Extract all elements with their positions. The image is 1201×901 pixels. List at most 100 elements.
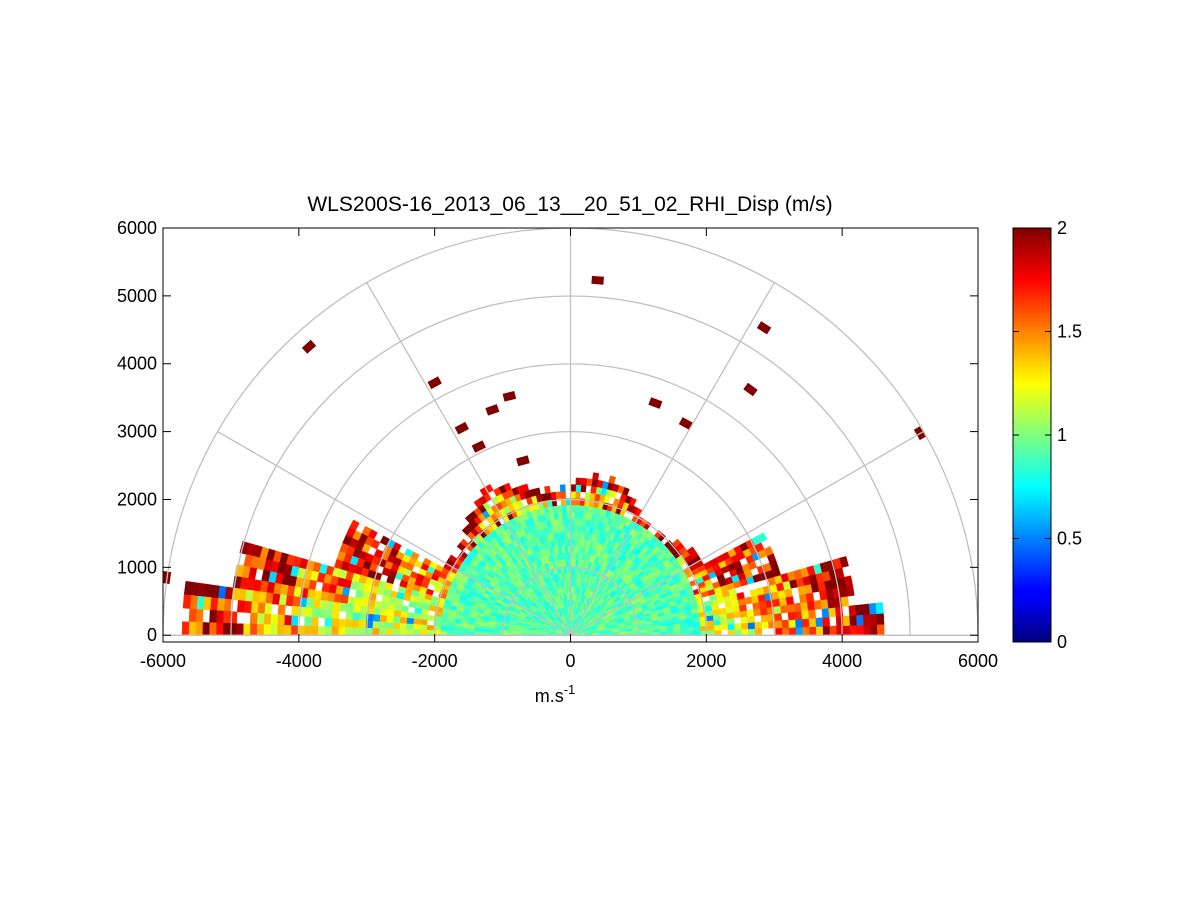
field-cell <box>713 624 722 631</box>
field-cell <box>250 601 259 614</box>
field-cell <box>304 625 312 636</box>
azimuth-spoke <box>569 282 775 636</box>
field-cell <box>856 624 865 636</box>
field-cell <box>772 598 781 607</box>
field-cell <box>809 626 817 636</box>
field-cell <box>563 538 568 547</box>
field-cell <box>378 628 387 636</box>
field-cell <box>822 616 831 627</box>
field-cell <box>574 504 580 513</box>
field-cell <box>720 618 728 625</box>
field-cell <box>590 485 597 494</box>
field-cell <box>736 591 745 600</box>
field-cell <box>379 614 388 623</box>
field-cell <box>494 629 502 634</box>
field-cell <box>209 609 218 624</box>
field-cell <box>786 603 795 613</box>
field-cell <box>351 627 359 636</box>
field-cell <box>575 477 582 486</box>
field-cell <box>215 622 224 636</box>
field-cell <box>747 622 756 630</box>
field-cell <box>188 608 197 623</box>
x-tick-label: 2000 <box>686 651 726 671</box>
field-cell <box>394 604 403 612</box>
field-cell <box>331 618 340 628</box>
field-cell <box>780 604 789 614</box>
field-cell <box>236 600 246 613</box>
field-cell <box>446 626 455 632</box>
field-cell <box>378 621 387 630</box>
colorbar-tick-label: 2 <box>1057 218 1067 238</box>
outlier-point <box>454 421 470 435</box>
x-tick-label: -2000 <box>412 651 458 671</box>
field-cell <box>400 605 409 613</box>
field-cell <box>714 629 722 636</box>
field-cell <box>862 614 871 626</box>
field-cell <box>419 629 427 636</box>
field-cell <box>815 626 824 636</box>
field-cell <box>182 594 192 609</box>
field-cell <box>577 518 583 527</box>
field-cell <box>849 614 858 626</box>
field-cell <box>734 628 742 636</box>
field-cell <box>868 602 877 615</box>
field-cell <box>747 615 756 624</box>
field-cell <box>575 491 581 499</box>
field-cell <box>393 610 402 618</box>
colorbar-tick-label: 0.5 <box>1057 529 1082 549</box>
field-cell <box>795 618 803 628</box>
field-cell <box>276 624 285 636</box>
outlier-point <box>301 339 317 354</box>
field-cell <box>456 542 466 552</box>
field-cell <box>358 620 367 629</box>
field-cell <box>439 625 448 632</box>
outlier-point <box>516 455 530 467</box>
y-tick-label: 4000 <box>117 354 157 374</box>
field-cell <box>324 609 333 619</box>
field-cell <box>801 618 810 628</box>
field-cell <box>399 617 408 625</box>
field-cell <box>877 624 885 636</box>
field-cell <box>788 627 797 636</box>
field-cell <box>354 589 364 599</box>
field-cell <box>439 630 448 636</box>
field-cell <box>339 602 348 612</box>
field-cell <box>576 538 581 547</box>
field-cell <box>785 595 795 606</box>
field-cell <box>794 610 803 620</box>
outlier-point <box>502 390 517 402</box>
field-cell <box>195 621 203 636</box>
field-cell <box>183 580 193 596</box>
x-axis-label: m.s-1 <box>535 682 576 706</box>
field-cell <box>608 475 617 485</box>
field-cell <box>808 609 817 619</box>
field-cell <box>739 610 748 618</box>
field-cell <box>387 602 396 611</box>
field-cell <box>257 602 266 615</box>
field-cell <box>713 619 722 626</box>
field-cell <box>277 614 285 626</box>
field-cell <box>800 601 809 612</box>
field-cell <box>195 608 204 623</box>
field-cell <box>321 582 331 593</box>
field-cell <box>876 613 885 625</box>
field-cell <box>399 628 407 636</box>
field-cell <box>753 608 762 617</box>
field-cell <box>726 612 735 620</box>
field-cell <box>405 623 414 630</box>
field-cell <box>726 617 735 625</box>
field-cell <box>202 622 210 636</box>
field-cell <box>748 628 756 636</box>
outlier-point <box>678 417 694 430</box>
field-cell <box>413 618 421 625</box>
field-cell <box>473 628 482 633</box>
field-cell <box>839 556 849 568</box>
field-cell <box>559 484 566 492</box>
field-cell <box>408 600 417 609</box>
field-cell <box>754 621 763 630</box>
field-cell <box>346 603 355 613</box>
field-cell <box>385 615 394 624</box>
azimuth-spoke <box>217 431 571 636</box>
field-cell <box>761 621 769 629</box>
field-cell <box>373 607 382 616</box>
